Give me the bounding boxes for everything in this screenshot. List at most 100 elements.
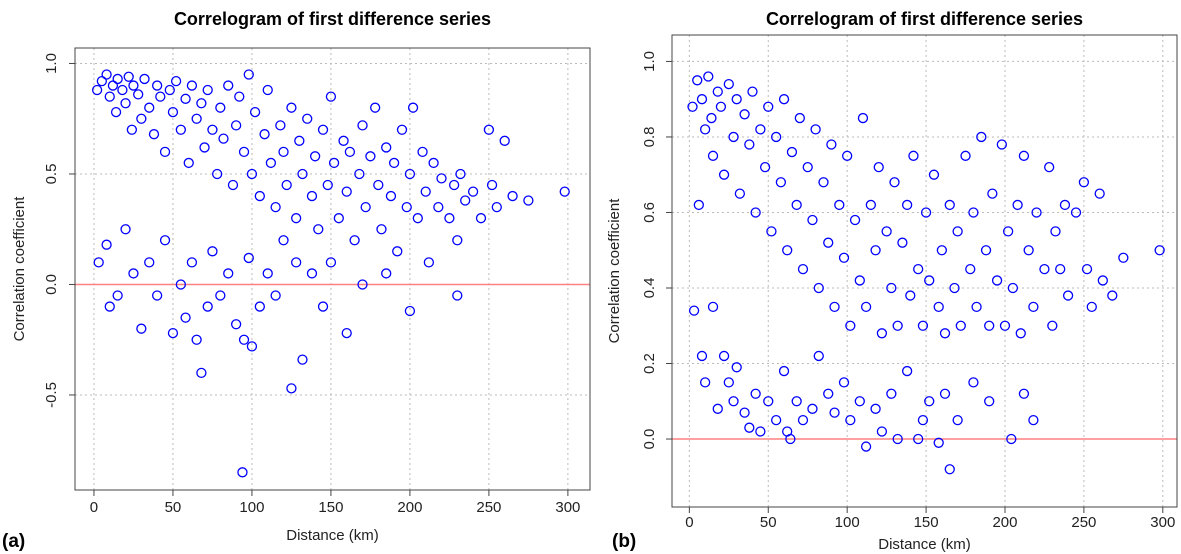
point (1062, 290, 1074, 301)
point (807, 214, 818, 226)
point (707, 301, 719, 313)
point (196, 367, 207, 379)
point (120, 98, 131, 109)
point (357, 279, 368, 290)
point (407, 102, 419, 113)
point (404, 168, 416, 180)
point (944, 199, 955, 211)
point (750, 388, 761, 399)
point (952, 415, 963, 426)
point (1012, 199, 1023, 211)
point (133, 89, 144, 100)
point (404, 305, 416, 317)
point (278, 146, 289, 158)
point (101, 239, 112, 250)
point (920, 207, 932, 218)
point (829, 301, 840, 313)
point (309, 151, 321, 162)
point (104, 91, 115, 102)
point (215, 290, 226, 301)
point (423, 257, 435, 268)
point (889, 177, 900, 188)
point (230, 120, 242, 131)
point (186, 80, 198, 91)
point (881, 226, 892, 237)
point (207, 246, 218, 257)
point (870, 245, 881, 256)
panel-label: (a) (2, 531, 25, 552)
point (692, 75, 703, 86)
point (275, 120, 286, 131)
x-tick-label: 250 (476, 499, 501, 516)
point (892, 320, 903, 331)
point (417, 146, 428, 158)
point (259, 129, 270, 140)
point (243, 69, 254, 80)
point (763, 101, 774, 112)
point (136, 113, 147, 124)
point (731, 362, 742, 373)
point (913, 433, 924, 445)
point (1118, 252, 1129, 263)
y-tick-label: 0.2 (641, 353, 658, 374)
point (344, 146, 356, 158)
point (1039, 263, 1050, 275)
y-axis-label: Correlation coefficient (11, 196, 28, 342)
point (917, 415, 929, 426)
point (763, 396, 774, 407)
point (1002, 226, 1014, 237)
point (388, 157, 400, 169)
y-tick-label: 0.6 (641, 202, 658, 223)
y-tick-label: 0.8 (641, 127, 658, 148)
point (854, 275, 865, 286)
point (306, 190, 318, 202)
point (807, 403, 818, 414)
point (144, 257, 155, 268)
point (688, 305, 700, 316)
point (376, 224, 387, 235)
x-tick-label: 200 (397, 499, 422, 516)
point (728, 396, 739, 407)
point (101, 69, 112, 80)
point (813, 350, 824, 362)
x-tick-label: 0 (90, 499, 98, 516)
point (901, 365, 913, 377)
point (452, 235, 463, 246)
point (744, 139, 755, 150)
point (354, 168, 365, 180)
point (845, 320, 856, 331)
point (262, 268, 273, 279)
point (234, 91, 245, 102)
panel-label: (b) (612, 531, 636, 552)
point (707, 150, 719, 161)
point (175, 124, 186, 135)
point (876, 426, 888, 437)
point (829, 407, 840, 418)
point (712, 86, 723, 97)
point (230, 319, 242, 330)
point (818, 177, 829, 188)
point (703, 71, 714, 82)
point (739, 109, 750, 120)
point (313, 224, 324, 235)
point (136, 323, 147, 334)
point (291, 213, 302, 224)
point (905, 290, 916, 301)
point (297, 168, 308, 180)
point (322, 179, 333, 191)
point (687, 101, 698, 112)
point (876, 328, 888, 339)
point (167, 106, 179, 118)
point (460, 195, 471, 206)
point (381, 142, 392, 153)
plot-frame (74, 47, 591, 491)
point (924, 275, 935, 286)
y-tick-label: 1.0 (641, 51, 658, 72)
point (955, 320, 966, 331)
point (1023, 245, 1034, 256)
point (148, 129, 160, 140)
point (420, 186, 431, 197)
point (1070, 207, 1082, 218)
point (452, 290, 463, 301)
point (365, 151, 376, 162)
